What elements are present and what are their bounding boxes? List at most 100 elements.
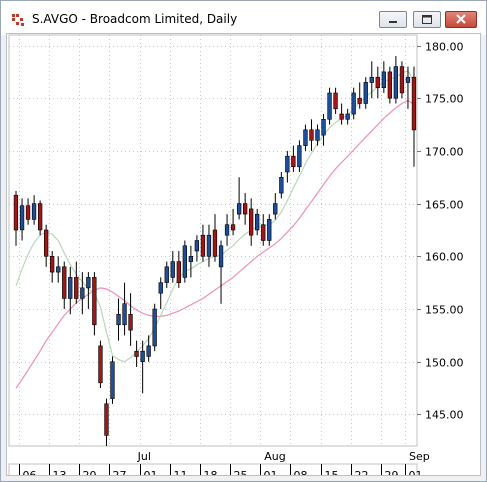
candle-down	[25, 205, 31, 220]
candle-down	[399, 66, 405, 94]
candle-down	[74, 277, 79, 299]
candle-down	[92, 277, 97, 326]
candle-down	[387, 71, 393, 99]
candle-down	[176, 261, 182, 284]
x-tick-label: 20	[83, 469, 97, 475]
candle-up	[303, 129, 308, 146]
candle-down	[128, 313, 133, 331]
candle-up	[327, 92, 332, 120]
candle-up	[170, 261, 175, 278]
x-tick-label: 01	[409, 469, 423, 475]
x-tick-label: 15	[325, 469, 339, 475]
minimize-button[interactable]	[379, 11, 407, 28]
month-label: Aug	[264, 450, 285, 463]
maximize-icon	[422, 15, 432, 24]
candle-up	[273, 203, 278, 215]
candle-up	[140, 350, 145, 363]
x-tick-label: 01	[264, 469, 278, 475]
candle-down	[309, 129, 314, 141]
window-title: S.AVGO - Broadcom Limited, Daily	[32, 12, 238, 26]
candle-up	[218, 245, 224, 268]
y-tick-label: 145.00	[425, 409, 464, 422]
x-tick-label: 18	[204, 469, 218, 475]
x-tick-label: 08	[294, 469, 308, 475]
candle-down	[375, 76, 380, 89]
candle-up	[19, 205, 25, 231]
candle-down	[411, 76, 417, 131]
price-chart[interactable]: 180.00 175.00 170.00 165.00 160.00 155.00 150.…	[7, 34, 480, 482]
candle-down	[357, 97, 362, 104]
month-label: Jul	[137, 450, 151, 463]
chart-area[interactable]: 180.00 175.00 170.00 165.00 160.00 155.00 150.…	[6, 33, 481, 482]
y-tick-label: 165.00	[425, 199, 464, 212]
candle-down	[230, 224, 236, 231]
candle-down	[62, 266, 67, 299]
candle-down	[200, 234, 206, 257]
candle-up	[86, 277, 91, 289]
candle-up	[285, 155, 290, 173]
candle-up	[188, 256, 194, 262]
candle-down	[291, 155, 296, 167]
y-tick-label: 150.00	[425, 357, 464, 370]
y-tick-label: 170.00	[425, 146, 464, 159]
candle-up	[381, 71, 387, 89]
candle-up	[369, 76, 374, 83]
candle-down	[339, 113, 344, 120]
x-tick-label: 01	[144, 469, 158, 475]
candle-down	[212, 229, 218, 257]
candle-up	[315, 129, 320, 141]
candle-down	[37, 203, 43, 231]
candle-up	[56, 266, 61, 273]
x-tick-label: 13	[53, 469, 67, 475]
candle-up	[110, 361, 115, 399]
y-tick-label: 160.00	[425, 251, 464, 264]
candle-down	[261, 224, 266, 241]
x-tick-label: 29	[385, 469, 399, 475]
candle-up	[351, 92, 356, 115]
candle-down	[134, 350, 139, 357]
candle-up	[122, 303, 127, 326]
candle-up	[68, 277, 73, 299]
candle-down	[104, 403, 109, 436]
candle-up	[206, 234, 212, 257]
x-tick-label: 11	[174, 469, 188, 475]
candle-down	[98, 345, 103, 384]
candle-down	[13, 194, 19, 231]
candle-up	[182, 245, 188, 278]
y-tick-label: 155.00	[425, 304, 464, 317]
candle-down	[249, 208, 254, 236]
x-tick-label: 22	[355, 469, 369, 475]
minimize-icon	[389, 21, 397, 23]
candle-up	[164, 266, 169, 283]
close-icon	[456, 14, 466, 24]
candle-down	[43, 229, 49, 257]
candle-up	[146, 345, 151, 357]
candle-up	[237, 203, 242, 215]
month-label: Sep	[409, 450, 430, 463]
x-tick-label: 06	[23, 469, 37, 475]
candle-down	[333, 92, 338, 110]
candle-up	[194, 240, 200, 252]
x-tick-label: 25	[234, 469, 248, 475]
candle-up	[297, 145, 302, 168]
title-bar[interactable]: S.AVGO - Broadcom Limited, Daily	[1, 1, 486, 35]
close-button[interactable]	[445, 11, 477, 28]
y-tick-label: 180.00	[425, 41, 464, 54]
candle-up	[405, 76, 411, 83]
candle-up	[279, 177, 284, 194]
candle-up	[224, 224, 230, 236]
candle-down	[243, 203, 248, 215]
chart-app-icon	[10, 12, 26, 28]
candle-up	[152, 308, 157, 347]
candle-up	[393, 66, 399, 99]
candle-up	[321, 119, 326, 136]
maximize-button[interactable]	[413, 11, 441, 28]
candle-up	[116, 313, 121, 326]
candle-down	[49, 256, 55, 273]
candle-up	[267, 219, 272, 241]
y-tick-label: 175.00	[425, 93, 464, 106]
candle-up	[345, 113, 350, 120]
candle-up	[255, 213, 260, 231]
candle-up	[158, 282, 163, 294]
